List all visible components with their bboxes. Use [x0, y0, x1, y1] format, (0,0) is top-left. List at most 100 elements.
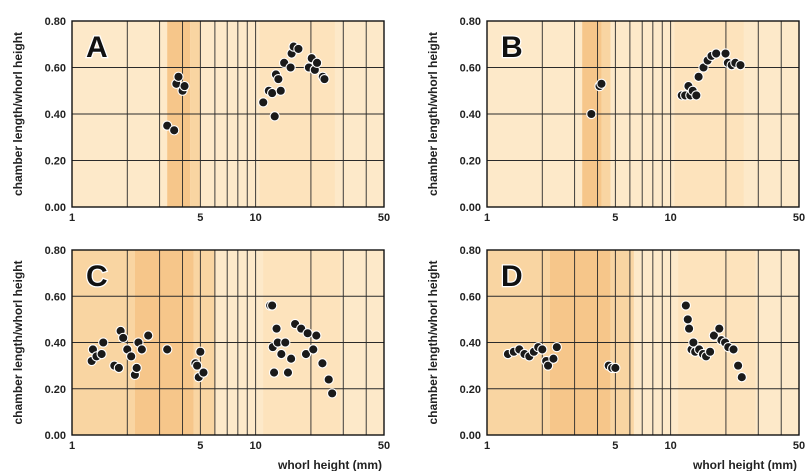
data-point: [285, 62, 296, 73]
data-point: [693, 71, 704, 82]
x-tick-label: 5: [612, 440, 618, 452]
data-point: [275, 85, 286, 96]
data-point: [732, 360, 744, 371]
data-point: [548, 353, 559, 364]
y-axis-label: chamber length/whorl height: [426, 32, 440, 196]
data-point: [683, 323, 695, 334]
x-tick-label: 10: [250, 440, 262, 452]
x-tick-label: 1: [484, 212, 490, 224]
y-tick-label: 0.20: [460, 384, 481, 396]
data-point: [680, 300, 691, 311]
data-point: [708, 330, 720, 341]
data-point: [302, 328, 313, 339]
data-point: [542, 360, 554, 371]
y-tick-label: 0.00: [45, 430, 66, 442]
x-axis-label: whorl height (mm): [692, 458, 797, 471]
data-point: [162, 120, 173, 131]
y-tick-label: 0.60: [45, 291, 66, 303]
x-tick-label: 10: [665, 440, 677, 452]
data-point: [319, 73, 330, 85]
y-tick-label: 0.80: [45, 245, 66, 257]
data-point: [173, 71, 184, 82]
y-tick-label: 0.60: [460, 63, 481, 75]
data-point: [285, 353, 297, 364]
data-point: [280, 337, 291, 348]
data-point: [191, 360, 203, 371]
x-tick-label: 5: [612, 212, 618, 224]
x-tick-label: 1: [484, 440, 490, 452]
data-point: [682, 314, 693, 325]
data-point: [610, 362, 621, 374]
data-point: [714, 323, 725, 334]
y-axis-label: chamber length/whorl height: [426, 260, 440, 424]
data-point: [136, 344, 147, 355]
data-point: [728, 344, 739, 355]
y-axis-label: chamber length/whorl height: [11, 32, 25, 196]
panel-c: 0.00 0.20 0.40 0.60 0.80 1 5 10 50 chamber length…: [11, 245, 390, 471]
data-point: [198, 367, 209, 378]
data-point: [126, 351, 137, 362]
data-point: [691, 90, 702, 101]
data-point: [311, 57, 323, 68]
y-tick-label: 0.60: [460, 291, 481, 303]
y-tick-label: 0.40: [460, 109, 481, 121]
x-tick-label: 1: [69, 212, 75, 224]
data-point: [267, 87, 278, 99]
y-tick-label: 0.80: [460, 245, 481, 257]
data-point: [300, 348, 312, 360]
x-tick-label: 1: [69, 440, 75, 452]
data-point: [323, 374, 334, 385]
x-tick-label: 5: [197, 440, 203, 452]
data-point: [735, 60, 746, 71]
data-point: [586, 108, 597, 120]
data-point: [311, 330, 322, 341]
plot-frame: [486, 249, 800, 436]
plot-frame: [486, 20, 800, 208]
data-point: [113, 362, 125, 374]
panel-a: 0.00 0.20 0.40 0.60 0.80 1 5 10 50 chamber length…: [11, 16, 390, 224]
data-point: [179, 80, 190, 92]
data-point: [720, 48, 731, 59]
data-point: [143, 330, 154, 341]
panel-b: 0.00 0.20 0.40 0.60 0.80 1 5 10 50 chamber length…: [426, 16, 805, 224]
y-axis-label: chamber length/whorl height: [11, 260, 25, 424]
y-tick-label: 0.80: [45, 16, 66, 28]
data-point: [308, 344, 319, 355]
data-point: [276, 348, 287, 360]
y-tick-label: 0.40: [45, 338, 66, 350]
data-point: [271, 323, 282, 334]
y-tick-label: 0.80: [460, 16, 481, 28]
panel-label: C: [86, 260, 108, 293]
y-tick-label: 0.60: [45, 63, 66, 75]
plot-frame: [71, 249, 385, 436]
x-tick-label: 10: [665, 212, 677, 224]
data-point: [267, 300, 278, 311]
panel-label: D: [501, 260, 523, 293]
y-tick-label: 0.20: [45, 156, 66, 168]
panel-label: A: [86, 31, 108, 64]
data-point: [596, 78, 607, 89]
data-point: [327, 388, 338, 399]
x-axis-label: whorl height (mm): [277, 458, 382, 471]
y-tick-label: 0.00: [460, 202, 481, 214]
data-point: [736, 372, 747, 383]
data-point: [162, 344, 173, 355]
data-point: [131, 362, 142, 374]
data-point: [704, 346, 716, 357]
data-point: [269, 111, 280, 122]
data-point: [118, 332, 129, 344]
x-tick-label: 50: [793, 440, 805, 452]
y-tick-label: 0.00: [460, 430, 481, 442]
data-point: [273, 73, 284, 85]
data-point: [282, 367, 294, 378]
x-tick-label: 10: [250, 212, 262, 224]
data-point: [268, 367, 280, 378]
x-tick-label: 50: [378, 440, 390, 452]
y-tick-label: 0.40: [45, 109, 66, 121]
data-point: [195, 346, 206, 357]
panel-label: B: [501, 31, 523, 64]
panel-d: 0.00 0.20 0.40 0.60 0.80 1 5 10 50 chamber length…: [426, 245, 805, 471]
y-tick-label: 0.20: [460, 156, 481, 168]
data-point: [96, 348, 107, 360]
